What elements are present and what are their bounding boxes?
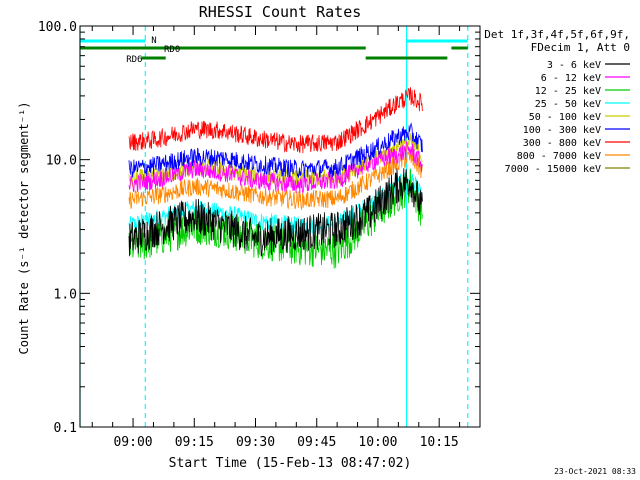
series-line-0 [128,167,423,257]
x-tick-label: 09:00 [113,435,152,450]
legend-label: 100 - 300 keV [523,125,601,136]
legend-label: 6 - 12 keV [541,73,601,84]
series-group [128,87,423,269]
legend-label: 12 - 25 keV [535,86,601,97]
plot-frame [79,25,481,428]
legend-label: 300 - 800 keV [523,138,601,149]
chart-title: RHESSI Count Rates [199,3,362,21]
y-axis-label: Count Rate (s⁻¹ detector segment⁻¹) [17,102,31,355]
series-line-5 [128,122,423,178]
series-line-6 [128,87,423,154]
legend-label: 800 - 7000 keV [517,151,601,162]
x-axis-label: Start Time (15-Feb-13 08:47:02) [169,456,412,471]
series-line-7 [128,149,423,211]
legend-label: 3 - 6 keV [547,60,601,71]
legend: Det 1f,3f,4f,5f,6f,9f, FDecim 1, Att 0 3… [484,28,630,175]
legend-label: 25 - 50 keV [535,99,601,110]
y-axis-ticks: 0.1 1.0 10.0 100.0 [38,20,480,436]
flag-label-n: N [151,36,156,46]
y-tick-label: 100.0 [38,20,77,35]
flag-bars: N RD0 RD6 [80,36,468,65]
x-tick-label: 09:45 [297,435,336,450]
x-axis-ticks: 09:00 09:15 09:30 09:45 10:00 10:15 [91,26,481,450]
x-tick-label: 10:00 [358,435,397,450]
x-tick-label: 10:15 [420,435,459,450]
flag-label-rd0: RD0 [164,45,180,55]
legend-header-line-1: Det 1f,3f,4f,5f,6f,9f, [484,28,630,41]
series-line-1 [128,141,423,194]
footer-timestamp: 23-Oct-2021 08:33 [554,467,636,476]
legend-label: 50 - 100 keV [529,112,601,123]
flag-label-rd6: RD6 [126,55,142,65]
x-tick-label: 09:30 [236,435,275,450]
y-tick-label: 10.0 [46,154,77,169]
x-tick-label: 09:15 [175,435,214,450]
legend-label: 7000 - 15000 keV [505,164,601,175]
y-tick-label: 0.1 [54,421,77,436]
legend-header-line-2: FDecim 1, Att 0 [531,41,630,54]
y-tick-label: 1.0 [54,287,77,302]
